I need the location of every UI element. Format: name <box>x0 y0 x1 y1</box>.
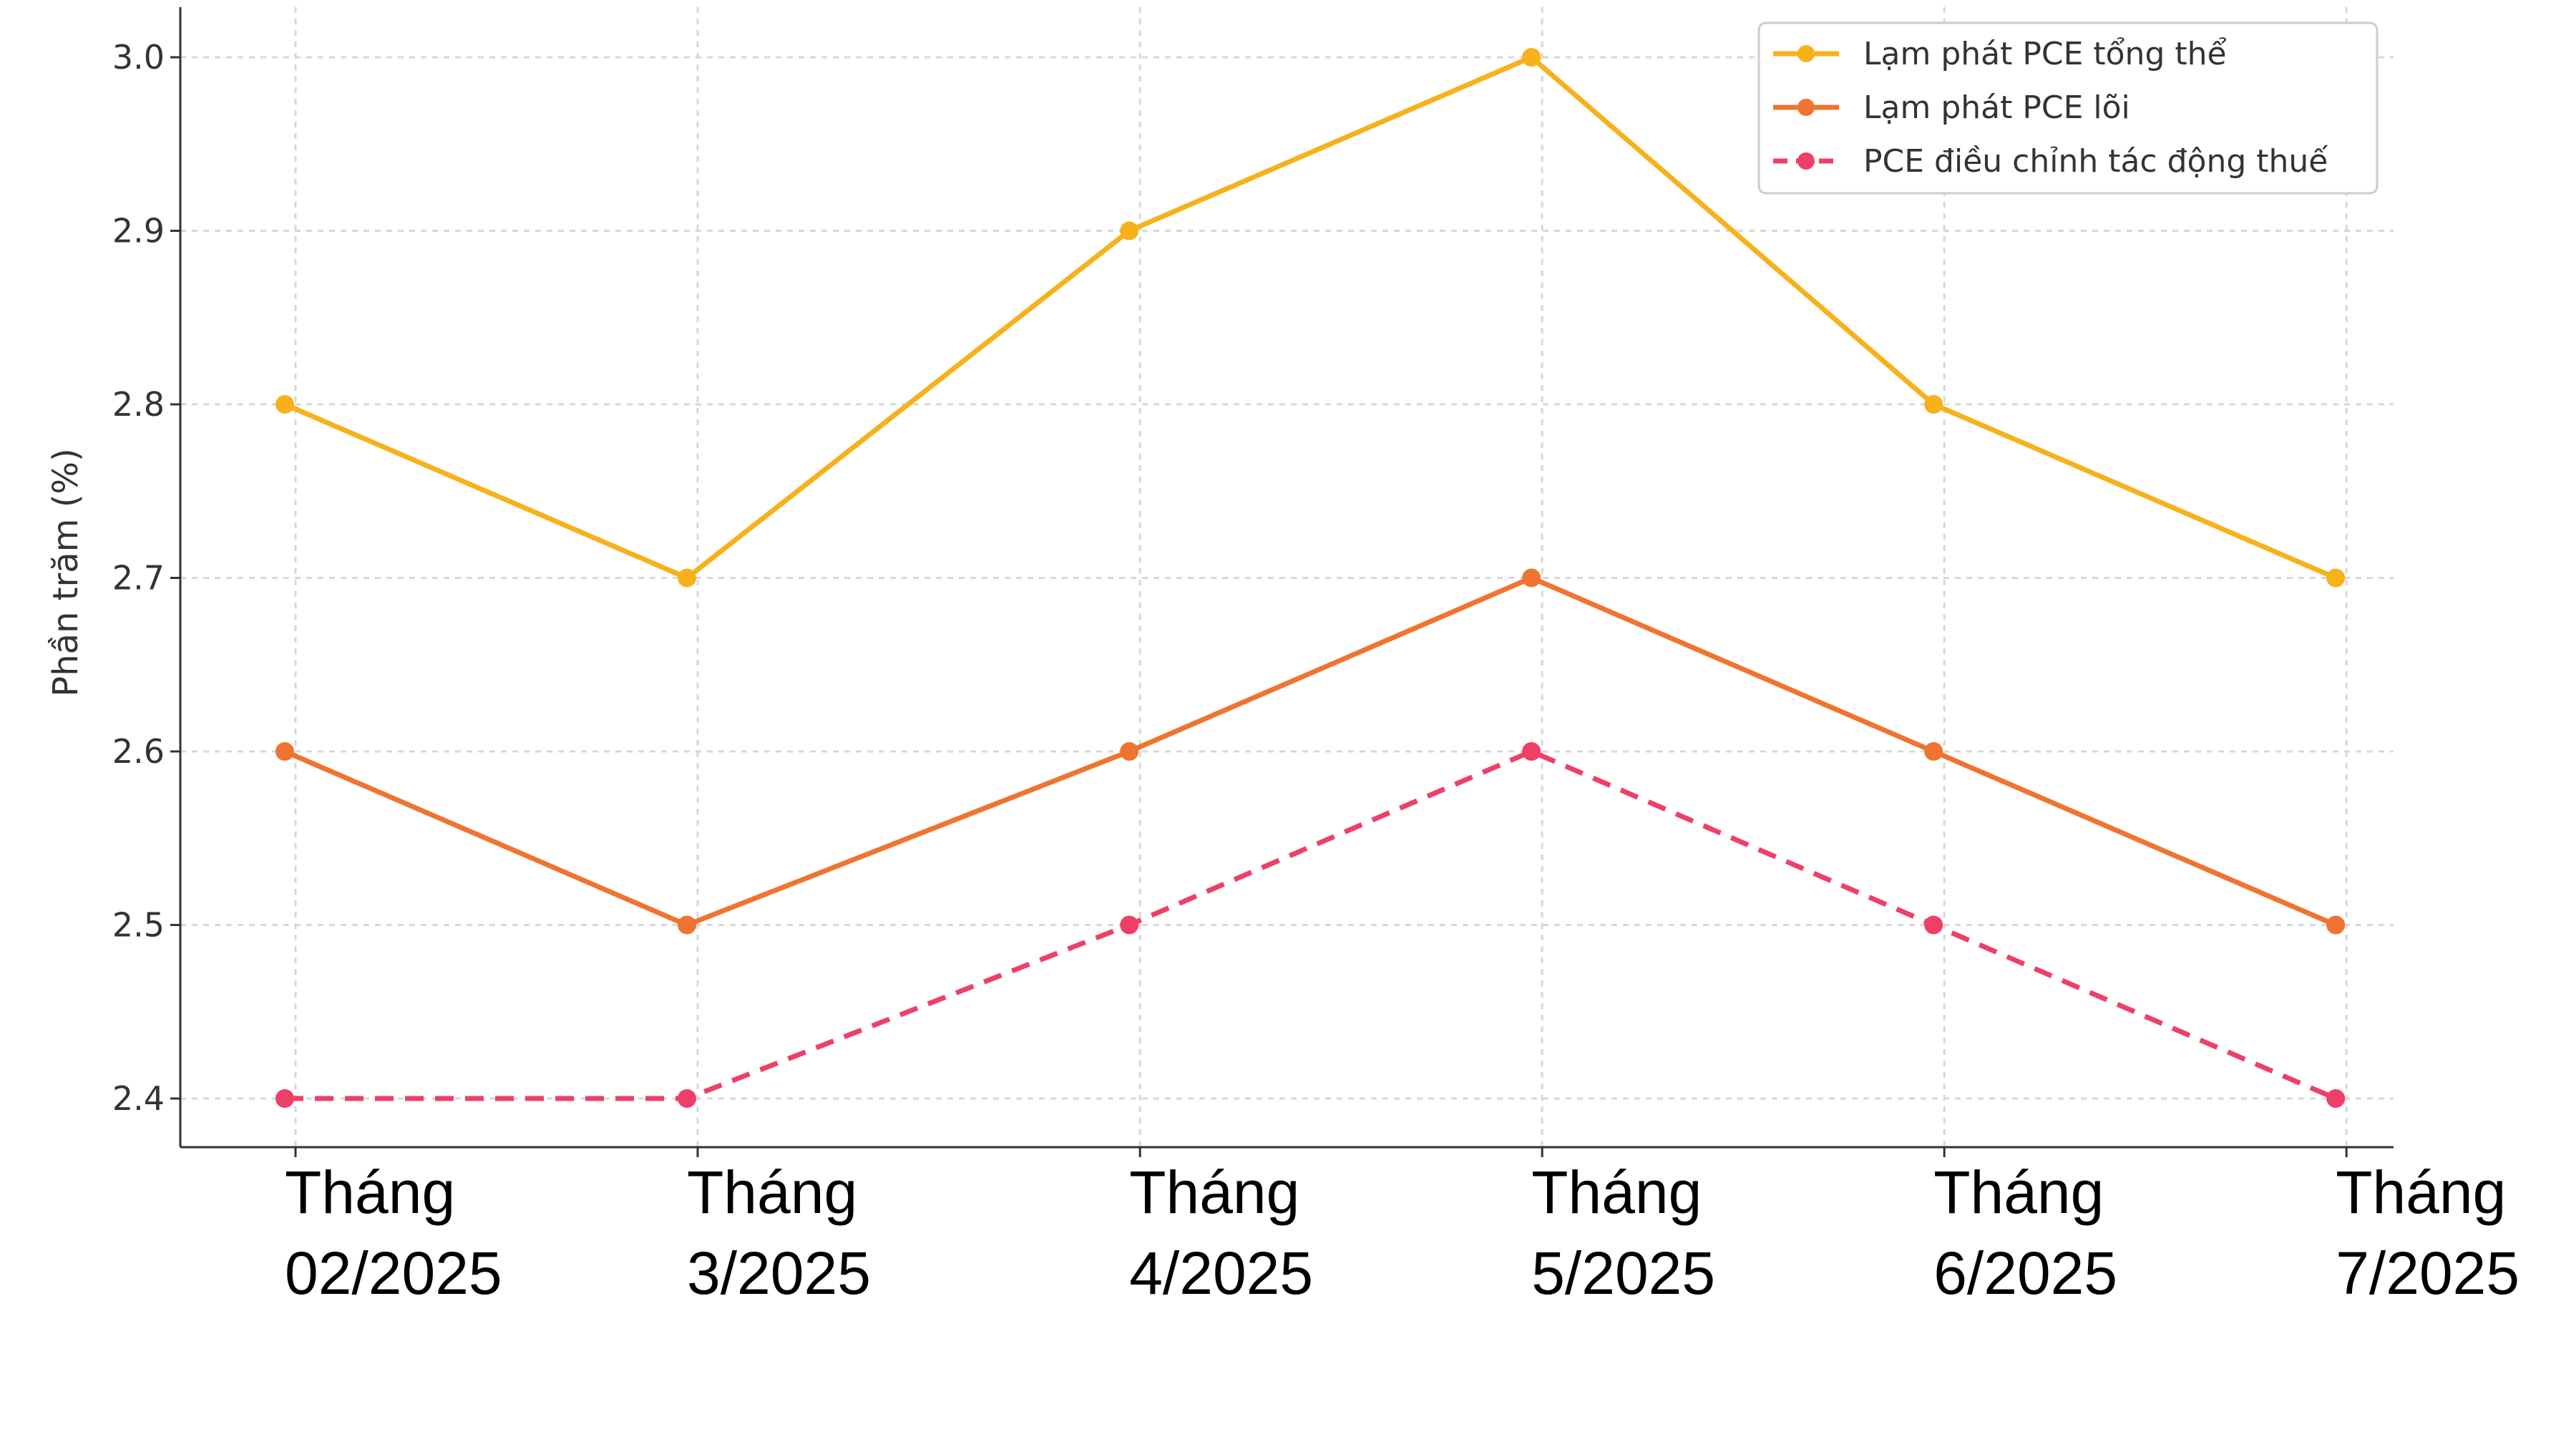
series-2-point-4 <box>1924 915 1943 935</box>
series-2-point-0 <box>275 1089 294 1108</box>
y-tick-label-0: 2.4 <box>112 1079 165 1118</box>
x-category-line-2-1: 4/2025 <box>1129 1239 1313 1307</box>
legend-label-2: PCE điều chỉnh tác động thuế <box>1863 143 2328 180</box>
x-category-line-0-1: 02/2025 <box>285 1239 502 1307</box>
x-axis-categories: Tháng 02/2025 Tháng 3/2025 Tháng 4/2025 Tháng 5… <box>285 1159 2519 1307</box>
x-category-line-0-0: Tháng <box>285 1159 455 1226</box>
y-tick-label-6: 3.0 <box>112 38 165 77</box>
series-0-point-0 <box>275 395 294 414</box>
series-1-point-4 <box>1924 742 1943 761</box>
series-0-point-3 <box>1522 48 1541 67</box>
x-category-label-0: Tháng 02/2025 <box>285 1159 502 1307</box>
y-tick-label-5: 2.9 <box>112 212 165 250</box>
x-category-label-5: Tháng 7/2025 <box>2336 1159 2519 1307</box>
series-2-point-2 <box>1120 915 1139 935</box>
series-0-point-4 <box>1924 395 1943 414</box>
series-1-point-3 <box>1522 568 1541 588</box>
x-category-label-3: Tháng 5/2025 <box>1531 1159 1715 1307</box>
x-category-line-1-0: Tháng <box>687 1159 857 1226</box>
y-axis-label: Phần trăm (%) <box>46 448 86 697</box>
legend-label-1: Lạm phát PCE lõi <box>1863 89 2130 126</box>
series-lines <box>275 48 2346 1108</box>
series-line-1 <box>283 575 2337 927</box>
x-category-line-1-1: 3/2025 <box>687 1239 871 1307</box>
y-axis-ticks: 2.4 2.5 2.6 2.7 2.8 2.9 3.0 <box>112 38 180 1118</box>
x-category-line-5-0: Tháng <box>2336 1159 2506 1226</box>
legend: Lạm phát PCE tổng thể Lạm phát PCE lõi PCE… <box>1757 21 2379 195</box>
y-tick-label-1: 2.5 <box>112 906 165 945</box>
series-line-2 <box>285 749 2337 1101</box>
series-0-point-5 <box>2326 568 2346 588</box>
series-0-point-2 <box>1120 221 1139 240</box>
series-0-point-1 <box>678 568 696 588</box>
x-category-line-4-1: 6/2025 <box>1933 1239 2117 1307</box>
legend-box <box>1757 21 2379 195</box>
x-category-label-1: Tháng 3/2025 <box>687 1159 871 1307</box>
series-1-point-0 <box>275 742 294 761</box>
series-1-point-5 <box>2326 915 2346 935</box>
series-2-point-3 <box>1522 742 1541 761</box>
series-line-0 <box>283 54 2337 580</box>
x-category-line-4-0: Tháng <box>1933 1159 2104 1226</box>
legend-label-0: Lạm phát PCE tổng thể <box>1863 36 2227 72</box>
series-2-point-5 <box>2326 1089 2346 1108</box>
x-category-label-2: Tháng 4/2025 <box>1129 1159 1313 1307</box>
legend-marker-1 <box>1797 99 1815 116</box>
legend-marker-2 <box>1797 152 1815 170</box>
series-2-point-1 <box>678 1089 696 1108</box>
x-category-line-3-1: 5/2025 <box>1531 1239 1715 1307</box>
y-tick-label-3: 2.7 <box>112 559 165 598</box>
series-1-point-1 <box>678 915 696 935</box>
series-1-point-2 <box>1120 742 1139 761</box>
x-category-label-4: Tháng 6/2025 <box>1933 1159 2117 1307</box>
x-category-line-3-0: Tháng <box>1531 1159 1702 1226</box>
legend-marker-0 <box>1797 45 1815 62</box>
y-tick-label-2: 2.6 <box>112 732 165 771</box>
x-category-line-5-1: 7/2025 <box>2336 1239 2519 1307</box>
x-category-line-2-0: Tháng <box>1129 1159 1299 1226</box>
y-tick-label-4: 2.8 <box>112 385 165 424</box>
